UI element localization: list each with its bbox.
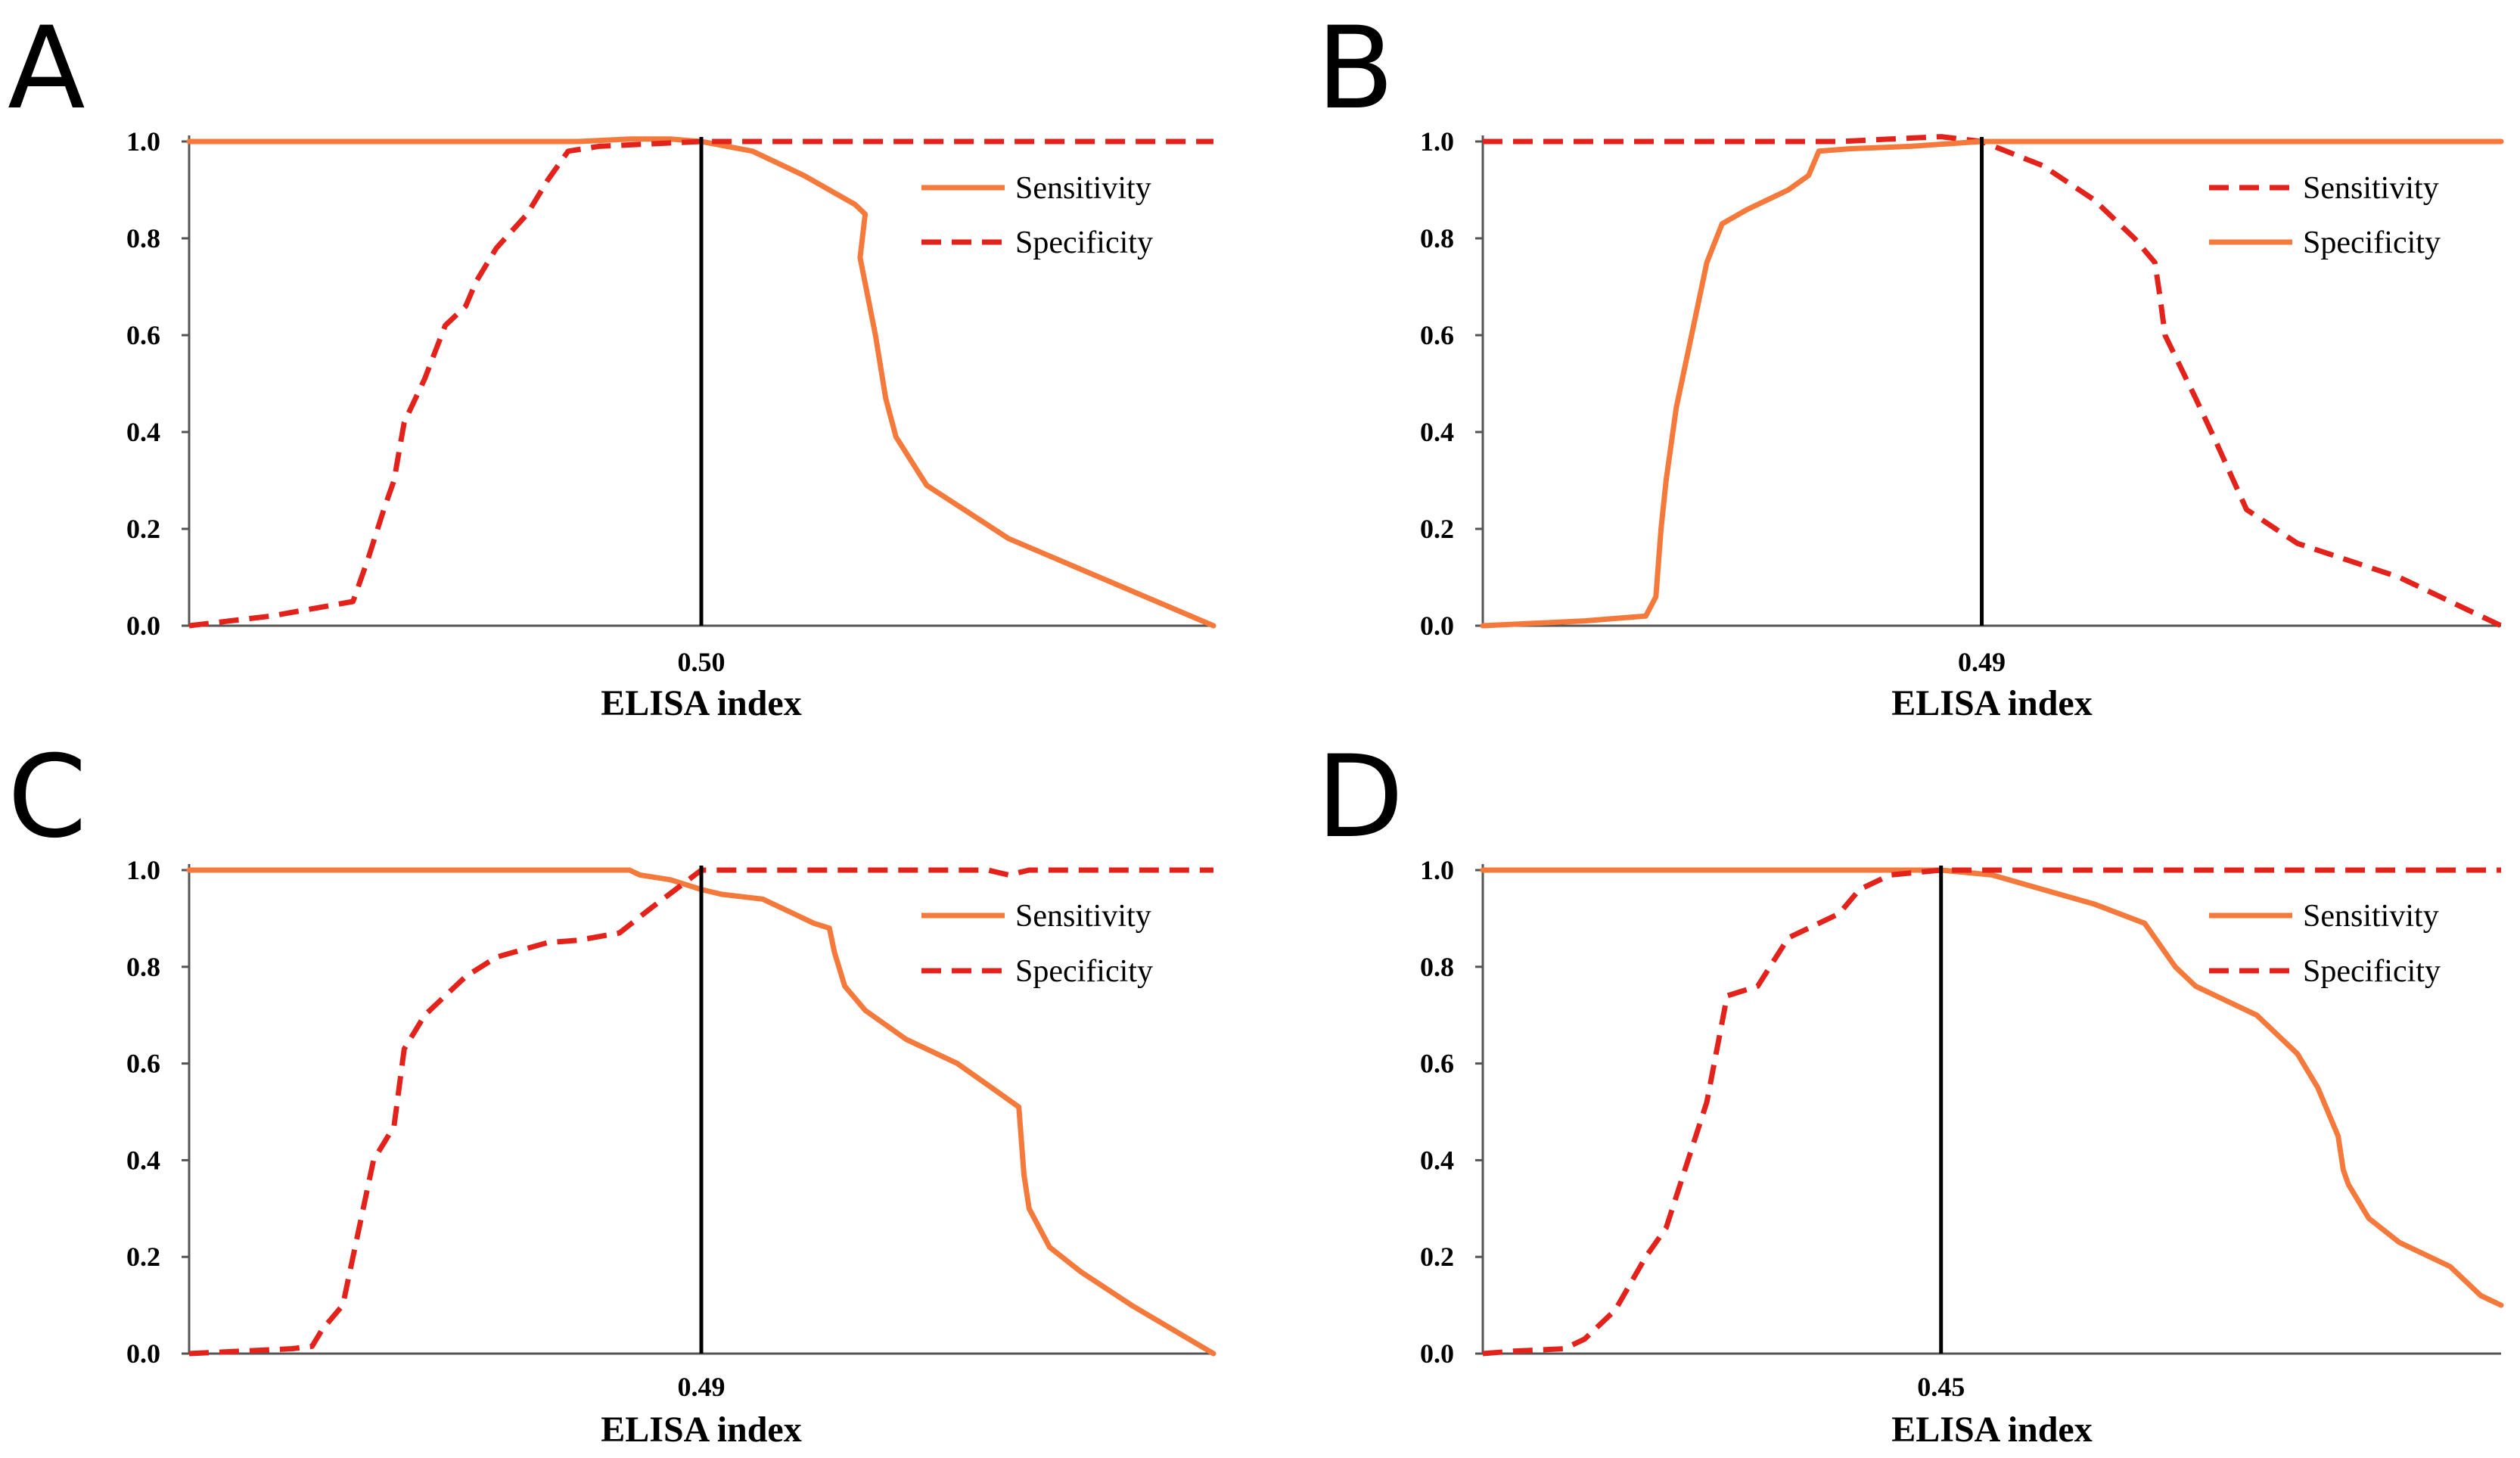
cutoff-label: 0.49	[678, 1372, 726, 1402]
y-tick-label: 0.6	[126, 320, 160, 350]
cutoff-label: 0.45	[1917, 1372, 1965, 1402]
y-tick-label: 0.4	[126, 417, 160, 447]
x-axis-title: ELISA index	[1891, 683, 2092, 723]
x-axis-title: ELISA index	[601, 683, 801, 723]
y-tick-label: 0.0	[126, 1338, 160, 1369]
legend: Sensitivity Specificity	[2209, 899, 2441, 989]
chart-panel-a: A 0.0 0.2 0.4 0.6 0.8 1.0 0.50 ELISA index Sensit…	[8, 3, 1216, 723]
series-line-sensitivity	[186, 136, 1216, 629]
y-tick-label: 1.0	[126, 855, 160, 885]
legend: Sensitivity Specificity	[2209, 171, 2441, 260]
y-tick-label: 1.0	[1420, 855, 1454, 885]
legend-label-sensitivity: Sensitivity	[1015, 899, 1151, 934]
cutoff-label: 0.50	[678, 647, 726, 677]
y-tick-label: 0.8	[1420, 223, 1454, 253]
panel-letter: C	[8, 732, 87, 863]
y-tick-label: 0.4	[1420, 417, 1454, 447]
series-line-specificity	[1480, 138, 2504, 629]
y-tick-label: 0.6	[1420, 320, 1454, 350]
x-axis-title: ELISA index	[1891, 1410, 2092, 1450]
legend-label-sensitivity: Sensitivity	[2303, 171, 2439, 206]
y-tick-label: 0.8	[126, 952, 160, 982]
y-tick-label: 1.0	[1420, 126, 1454, 157]
legend-label-specificity: Specificity	[1015, 225, 1153, 260]
legend-label-specificity: Specificity	[1015, 954, 1153, 989]
y-tick-label: 0.0	[126, 611, 160, 641]
legend: Sensitivity Specificity	[921, 171, 1153, 260]
y-tick-label: 0.4	[1420, 1145, 1454, 1175]
series-line-sensitivity	[1483, 134, 2503, 629]
legend-label-specificity: Specificity	[2303, 225, 2441, 260]
series-line-specificity	[1482, 867, 2501, 1357]
y-tick-label: 0.2	[126, 1242, 160, 1272]
y-tick-label: 0.2	[1420, 1242, 1454, 1272]
y-tick-label: 0.8	[1420, 952, 1454, 982]
legend: Sensitivity Specificity	[921, 899, 1153, 989]
series-line-specificity	[188, 138, 1213, 629]
y-tick-label: 0.6	[126, 1049, 160, 1079]
y-tick-label: 0.2	[1420, 514, 1454, 544]
y-tick-label: 1.0	[126, 126, 160, 157]
y-tick-label: 0.2	[126, 514, 160, 544]
legend-label-sensitivity: Sensitivity	[1015, 171, 1151, 206]
y-tick-label: 0.6	[1420, 1049, 1454, 1079]
series-line-sensitivity	[186, 867, 1216, 1357]
panel-letter: D	[1316, 732, 1404, 863]
y-tick-label: 0.0	[1420, 611, 1454, 641]
series-line-specificity	[188, 867, 1213, 1357]
x-axis-title: ELISA index	[601, 1410, 801, 1450]
y-tick-label: 0.4	[126, 1145, 160, 1175]
panel-letter: B	[1316, 3, 1394, 135]
chart-panel-c: C 0.0 0.2 0.4 0.6 0.8 1.0 0.49 ELISA index Sensit…	[8, 732, 1216, 1450]
legend-label-specificity: Specificity	[2303, 954, 2441, 989]
legend-label-sensitivity: Sensitivity	[2303, 899, 2439, 934]
y-tick-label: 0.0	[1420, 1338, 1454, 1369]
cutoff-label: 0.49	[1958, 647, 2006, 677]
chart-panel-b: B 0.0 0.2 0.4 0.6 0.8 1.0 0.49 ELISA index Sensit…	[1316, 3, 2504, 723]
panel-letter: A	[8, 3, 85, 135]
y-tick-label: 0.8	[126, 223, 160, 253]
chart-panel-d: D 0.0 0.2 0.4 0.6 0.8 1.0 0.45 ELISA index Sensit…	[1316, 732, 2504, 1450]
